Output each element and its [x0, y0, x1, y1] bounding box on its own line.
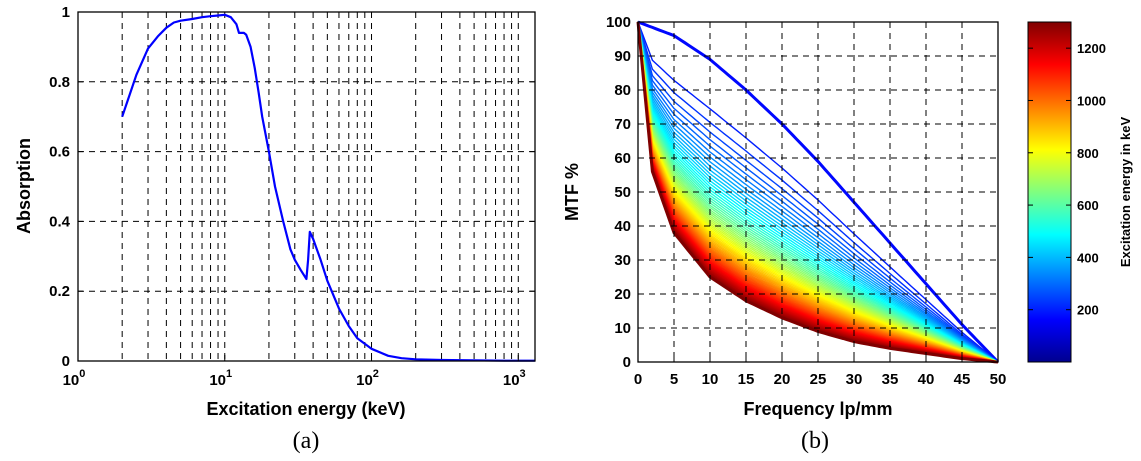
- colorbar-tick-label: 800: [1077, 146, 1099, 161]
- mtf-ytick-label: 60: [614, 150, 631, 167]
- colorbar-tick-label: 600: [1077, 198, 1099, 213]
- mtf-curve: [637, 21, 999, 363]
- mtf-ytick-label: 100: [606, 14, 631, 31]
- absorption-ytick-label: 1: [62, 4, 70, 21]
- mtf-curve: [637, 20, 1000, 364]
- mtf-ytick-label: 90: [614, 48, 631, 65]
- mtf-xtick-label: 20: [774, 371, 791, 388]
- colorbar-tick-label: 200: [1077, 303, 1099, 318]
- absorption-xtick-label: 101: [209, 368, 232, 389]
- absorption-curve-layer: [121, 13, 535, 362]
- colorbar-label: Excitation energy in keV: [1118, 117, 1133, 268]
- mtf-xtick-label: 5: [670, 371, 678, 388]
- absorption-xtick-label: 103: [503, 368, 526, 389]
- absorption-ytick-label: 0.8: [49, 74, 70, 91]
- mtf-xtick-label: 15: [738, 371, 755, 388]
- absorption-xtick-label: 102: [356, 368, 379, 389]
- mtf-tick-labels: 0 10 20 30 40 50 60 70 80 90 100 0 5 10 15 20 25 30 35 40 45…: [606, 14, 1006, 388]
- absorption-xtick-label: 100: [63, 368, 86, 389]
- mtf-curve: [637, 21, 999, 363]
- mtf-ytick-label: 70: [614, 116, 631, 133]
- mtf-xtick-label: 0: [634, 371, 642, 388]
- absorption-grid: [78, 12, 535, 361]
- colorbar: [1027, 21, 1072, 363]
- absorption-tick-labels: 0 0.2 0.4 0.6 0.8 1 100 101 102 103: [49, 4, 535, 389]
- absorption-chart: 0 0.2 0.4 0.6 0.8 1 100 101 102 103 Excitation en…: [14, 4, 536, 454]
- mtf-xlabel: Frequency lp/mm: [743, 399, 892, 419]
- absorption-plot-area: [78, 12, 535, 361]
- mtf-xtick-label: 45: [954, 371, 971, 388]
- caption-a: (a): [293, 428, 320, 454]
- mtf-xtick-label: 50: [990, 371, 1007, 388]
- mtf-xtick-label: 25: [810, 371, 827, 388]
- mtf-ytick-label: 10: [614, 320, 631, 337]
- absorption-line: [121, 13, 535, 362]
- mtf-ytick-label: 40: [614, 218, 631, 235]
- absorption-ytick-label: 0: [62, 353, 70, 370]
- absorption-xlabel: Excitation energy (keV): [206, 399, 405, 419]
- mtf-ylabel: MTF %: [562, 163, 582, 221]
- caption-b: (b): [801, 428, 829, 454]
- colorbar-tick-label: 400: [1077, 250, 1099, 265]
- mtf-grid: [638, 22, 998, 362]
- mtf-curve: [637, 21, 999, 363]
- mtf-ytick-label: 30: [614, 252, 631, 269]
- absorption-ylabel: Absorption: [14, 138, 34, 234]
- mtf-ytick-label: 0: [623, 354, 631, 371]
- mtf-ytick-label: 80: [614, 82, 631, 99]
- mtf-xtick-label: 10: [702, 371, 719, 388]
- absorption-ytick-label: 0.4: [49, 213, 71, 230]
- mtf-xtick-label: 40: [918, 371, 935, 388]
- absorption-ytick-label: 0.6: [49, 144, 70, 161]
- colorbar-ticks: 200 400 600 800 1000 1200: [1028, 41, 1106, 318]
- mtf-ytick-label: 20: [614, 286, 631, 303]
- colorbar-tick-label: 1200: [1077, 41, 1106, 56]
- mtf-xtick-label: 35: [882, 371, 899, 388]
- mtf-curve: [637, 21, 999, 363]
- colorbar-tick-label: 1000: [1077, 93, 1106, 108]
- absorption-ytick-label: 0.2: [49, 283, 70, 300]
- mtf-curve: [637, 21, 999, 363]
- mtf-ytick-label: 50: [614, 184, 631, 201]
- mtf-xtick-label: 30: [846, 371, 863, 388]
- absorption-axes-frame: [77, 11, 536, 362]
